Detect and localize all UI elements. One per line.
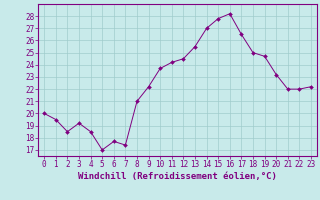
X-axis label: Windchill (Refroidissement éolien,°C): Windchill (Refroidissement éolien,°C) — [78, 172, 277, 181]
